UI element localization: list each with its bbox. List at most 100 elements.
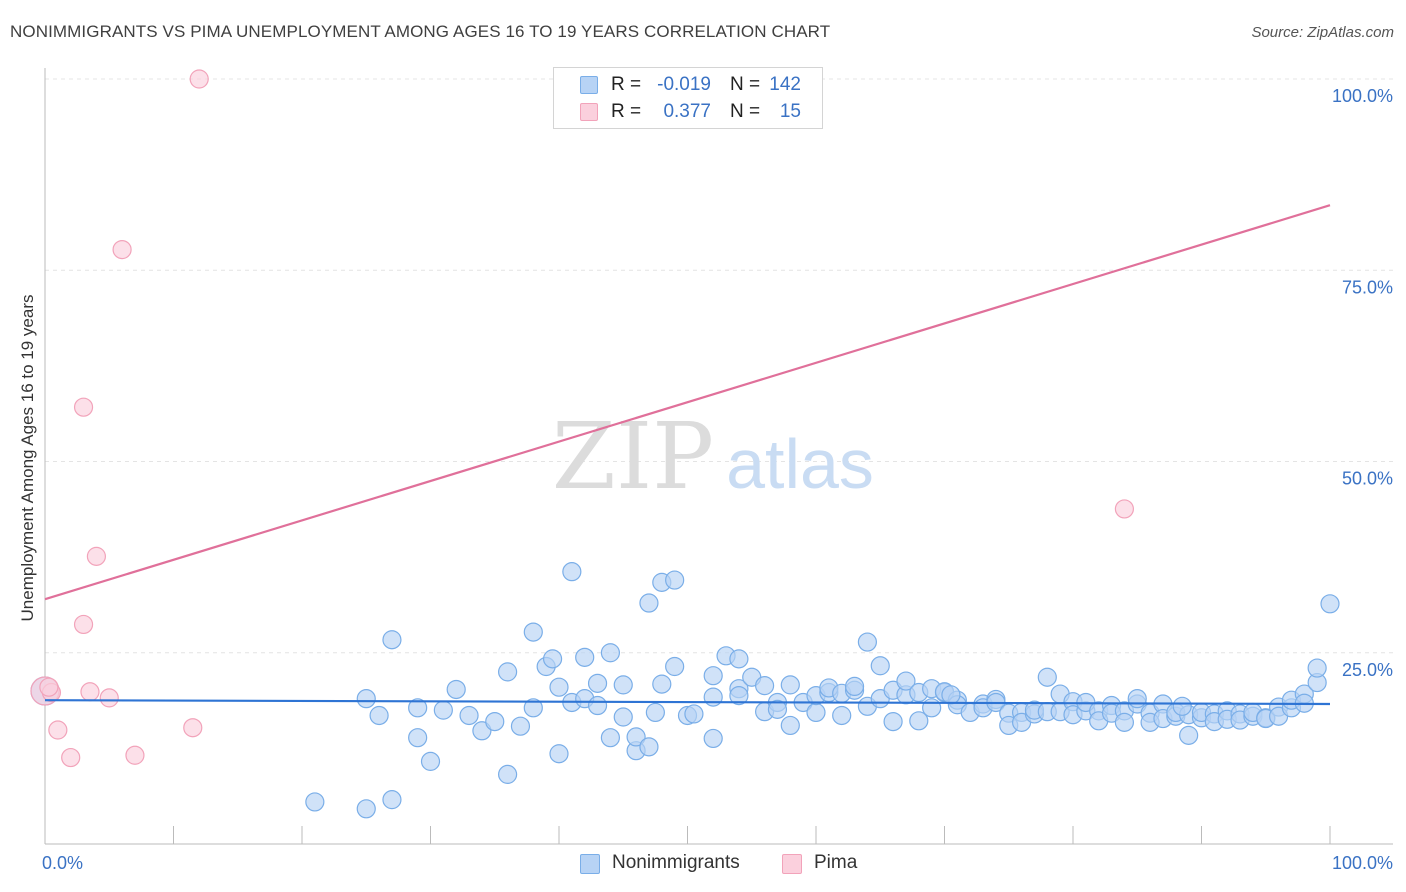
- tick-labels: 25.0% 50.0% 75.0% 100.0% 0.0% 100.0%: [42, 86, 1393, 873]
- r-label: R =: [611, 74, 642, 95]
- y-tick-label: 50.0%: [1342, 469, 1393, 489]
- nonimmigrants-point: [1179, 725, 1199, 745]
- nonimmigrants-point: [408, 698, 428, 718]
- nonimmigrants-point: [832, 705, 852, 726]
- nonimmigrants-point: [767, 699, 788, 719]
- pima-point: [80, 682, 100, 702]
- legend-label: Pima: [814, 852, 858, 873]
- nonimmigrants-point: [844, 676, 865, 697]
- r-label: R =: [611, 101, 642, 122]
- x-tick-label-min: 0.0%: [42, 853, 83, 873]
- pima-point: [1114, 499, 1135, 519]
- pima-swatch: [580, 103, 598, 121]
- nonimmigrants-point: [1172, 696, 1192, 716]
- nonimmigrants-point: [382, 630, 402, 650]
- pima-point: [48, 720, 68, 740]
- pima-point: [73, 397, 94, 417]
- n-label: N =: [730, 74, 761, 95]
- nonimmigrants-point: [356, 689, 376, 709]
- nonimmigrants-point: [587, 673, 608, 693]
- nonimmigrants-point: [780, 715, 800, 736]
- nonimmigrants-point: [433, 700, 453, 720]
- nonimmigrants-point: [639, 593, 659, 613]
- nonimmigrants-point: [613, 675, 633, 695]
- watermark-zip: ZIP: [552, 403, 714, 510]
- chart-title: NONIMMIGRANTS VS PIMA UNEMPLOYMENT AMONG…: [10, 22, 831, 41]
- n-value: 142: [769, 74, 801, 95]
- nonimmigrants-point: [909, 711, 929, 731]
- nonimmigrants-point: [356, 799, 376, 819]
- nonimmigrants-point: [600, 643, 621, 663]
- watermark: ZIP atlas: [552, 403, 874, 510]
- nonimmigrants-point: [523, 622, 543, 642]
- nonimmigrants-point: [754, 676, 775, 696]
- nonimmigrants-point: [1114, 712, 1135, 732]
- series-nonimmigrants-points: [30, 562, 1340, 819]
- nonimmigrants-point: [922, 698, 942, 718]
- y-tick-label: 25.0%: [1342, 660, 1393, 680]
- nonimmigrants-point: [806, 702, 826, 723]
- nonimmigrants-point: [652, 674, 672, 694]
- nonimmigrants-point: [305, 792, 325, 812]
- nonimmigrants-point: [1037, 667, 1057, 687]
- nonimmigrants-point: [665, 656, 685, 677]
- pima-point: [125, 745, 145, 765]
- nonimmigrants-point: [542, 649, 563, 669]
- nonimmigrants-point: [600, 728, 621, 748]
- watermark-atlas: atlas: [726, 425, 874, 503]
- nonimmigrants-point: [510, 716, 531, 736]
- nonimmigrants-point: [420, 751, 441, 771]
- nonimmigrants-point: [1320, 594, 1340, 614]
- pima-point: [73, 614, 94, 635]
- nonimmigrants-point: [587, 695, 608, 716]
- nonimmigrants-point: [498, 662, 518, 682]
- nonimmigrants-point: [485, 711, 505, 732]
- nonimmigrants-point: [408, 728, 428, 748]
- nonimmigrants-swatch: [580, 76, 598, 94]
- nonimmigrants-point: [369, 705, 389, 726]
- nonimmigrants-point: [870, 656, 890, 676]
- nonimmigrants-point: [703, 728, 723, 749]
- source-label: Source: ZipAtlas.com: [1251, 24, 1394, 41]
- nonimmigrants-point: [626, 727, 646, 747]
- pima-point: [112, 239, 132, 260]
- nonimmigrants-point: [729, 649, 749, 669]
- nonimmigrants-point: [883, 711, 903, 732]
- nonimmigrants-point: [703, 687, 723, 707]
- pima-point: [61, 747, 81, 768]
- nonimmigrants-point: [941, 685, 961, 705]
- y-tick-label: 100.0%: [1332, 86, 1393, 106]
- nonimmigrants-point: [549, 677, 569, 697]
- pima-point: [86, 546, 107, 566]
- legend: Nonimmigrants Pima: [0, 851, 1406, 879]
- pima-point: [183, 718, 203, 738]
- nonimmigrants-point: [446, 679, 466, 700]
- nonimmigrants-point: [665, 570, 685, 590]
- x-tick-label-max: 100.0%: [1332, 853, 1393, 873]
- y-axis-label: Unemployment Among Ages 16 to 19 years: [18, 294, 37, 622]
- axes: [44, 68, 1393, 845]
- r-value: 0.377: [663, 101, 711, 122]
- stats-row-pima: R = 0.377 N = 15: [554, 99, 822, 127]
- nonimmigrants-point: [639, 737, 659, 757]
- n-label: N =: [730, 101, 761, 122]
- series-pima-points: [30, 69, 1135, 768]
- nonimmigrants-point: [382, 790, 402, 810]
- nonimmigrants-point: [703, 666, 723, 686]
- nonimmigrants-point: [896, 671, 916, 691]
- pima-point: [189, 69, 209, 89]
- nonimmigrants-point: [1307, 658, 1327, 678]
- nonimmigrants-point: [562, 562, 582, 582]
- nonimmigrants-trend-line: [44, 699, 1331, 706]
- nonimmigrants-point: [459, 705, 479, 726]
- legend-label: Nonimmigrants: [612, 852, 740, 873]
- stats-box: R = -0.019 N = 142 R = 0.377 N = 15: [553, 67, 823, 129]
- nonimmigrants-point: [1127, 689, 1147, 709]
- pima-trend-line: [44, 204, 1331, 601]
- nonimmigrants-point: [684, 704, 704, 724]
- nonimmigrants-point: [549, 744, 569, 764]
- y-tick-label: 75.0%: [1342, 277, 1393, 297]
- nonimmigrants-point: [575, 647, 595, 667]
- nonimmigrants-point: [498, 764, 518, 784]
